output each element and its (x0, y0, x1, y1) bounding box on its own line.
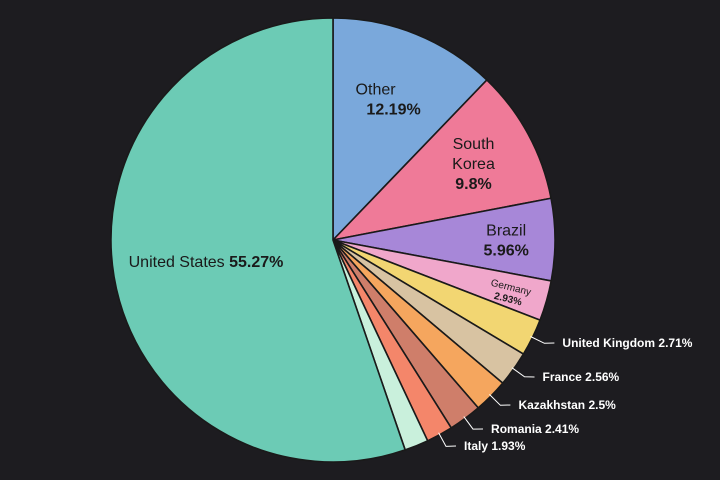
leader-france (511, 367, 535, 378)
label-romania: Romania 2.41% (491, 422, 579, 436)
label-kazakhstan: Kazakhstan 2.5% (518, 398, 616, 412)
label-other: Other 12.19% (356, 82, 421, 119)
label-france: France 2.56% (543, 370, 620, 384)
label-united-kingdom: United Kingdom 2.71% (562, 336, 692, 350)
pie-slices (110, 17, 556, 463)
slice-south-korea (332, 79, 552, 241)
slice-other (332, 17, 488, 241)
slice-united-states (110, 17, 406, 463)
label-united-states: United States 55.27% (129, 254, 284, 271)
leader-united-kingdom (530, 336, 555, 344)
label-south-korea: South Korea 9.8% (452, 136, 495, 193)
leader-romania (463, 416, 484, 430)
leader-kazakhstan (489, 394, 511, 406)
label-italy: Italy 1.93% (464, 439, 526, 453)
label-brazil: Brazil 5.96% (483, 223, 528, 260)
leader-italy (438, 432, 457, 447)
